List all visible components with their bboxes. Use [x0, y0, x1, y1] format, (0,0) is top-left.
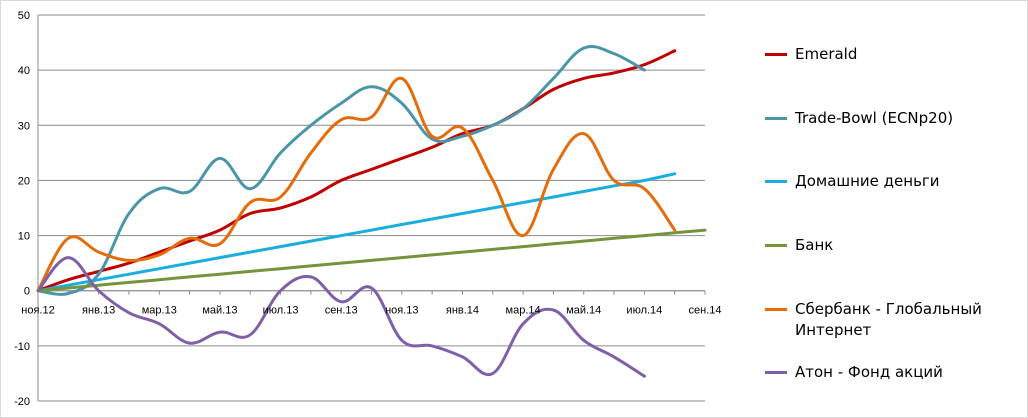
y-tick-label: -10: [14, 341, 30, 353]
x-tick-label: июл.13: [263, 305, 299, 317]
x-tick-label: янв.14: [446, 305, 479, 317]
legend: Emerald Trade-Bowl (ECNp20) Домашние ден…: [765, 0, 1025, 418]
legend-item-trade-bowl: Trade-Bowl (ECNp20): [765, 108, 1000, 129]
legend-label: Домашние деньги: [795, 172, 940, 190]
y-tick-label: 0: [24, 286, 30, 298]
y-tick-label: 20: [18, 175, 30, 187]
x-tick-label: мар.13: [142, 305, 177, 317]
x-tick-label: сен.13: [325, 305, 358, 317]
y-tick-labels: -20 -10 0 10 20 30 40 50: [14, 10, 30, 408]
legend-item-bank: Банк: [765, 235, 1000, 256]
legend-swatch: [765, 180, 787, 183]
x-tick-label: май.13: [202, 305, 237, 317]
series-line-4: [36, 76, 677, 293]
legend-item-aton: Атон - Фонд акций: [765, 362, 1000, 383]
series-lines: [36, 45, 707, 378]
y-tick-label: 30: [18, 120, 30, 132]
x-tick-labels: ноя.12 янв.13 мар.13 май.13 июл.13 сен.13 ноя.…: [21, 305, 721, 317]
legend-label: Emerald: [795, 45, 858, 63]
x-tick-label: май.14: [566, 305, 601, 317]
legend-label: Trade-Bowl (ECNp20): [795, 109, 954, 127]
series-line-1: [36, 45, 646, 296]
x-tick-label: ноя.12: [21, 305, 54, 317]
legend-label: Атон - Фонд акций: [795, 363, 943, 381]
legend-swatch: [765, 117, 787, 120]
legend-label: Банк: [795, 236, 834, 254]
legend-item-sberbank: Сбербанк - Глобальный Интернет: [765, 299, 1000, 341]
legend-swatch: [765, 244, 787, 247]
x-tick-label: мар.14: [506, 305, 541, 317]
x-tick-label: янв.13: [82, 305, 115, 317]
legend-swatch: [765, 371, 787, 374]
series-line-2: [36, 172, 677, 293]
legend-label: Сбербанк - Глобальный Интернет: [795, 300, 982, 339]
legend-item-emerald: Emerald: [765, 44, 1000, 65]
legend-swatch: [765, 53, 787, 56]
x-tick-label: ноя.13: [385, 305, 418, 317]
y-tick-label: 50: [18, 10, 30, 22]
legend-swatch: [765, 308, 787, 311]
series-line-3: [36, 228, 707, 293]
y-tick-label: 10: [18, 231, 30, 243]
legend-item-domashnie-dengi: Домашние деньги: [765, 171, 1000, 192]
series-line-5: [36, 256, 646, 378]
x-tick-label: сен.14: [689, 305, 722, 317]
x-tick-label: июл.14: [626, 305, 662, 317]
y-tick-label: 40: [18, 65, 30, 77]
y-tick-label: -20: [14, 396, 30, 408]
